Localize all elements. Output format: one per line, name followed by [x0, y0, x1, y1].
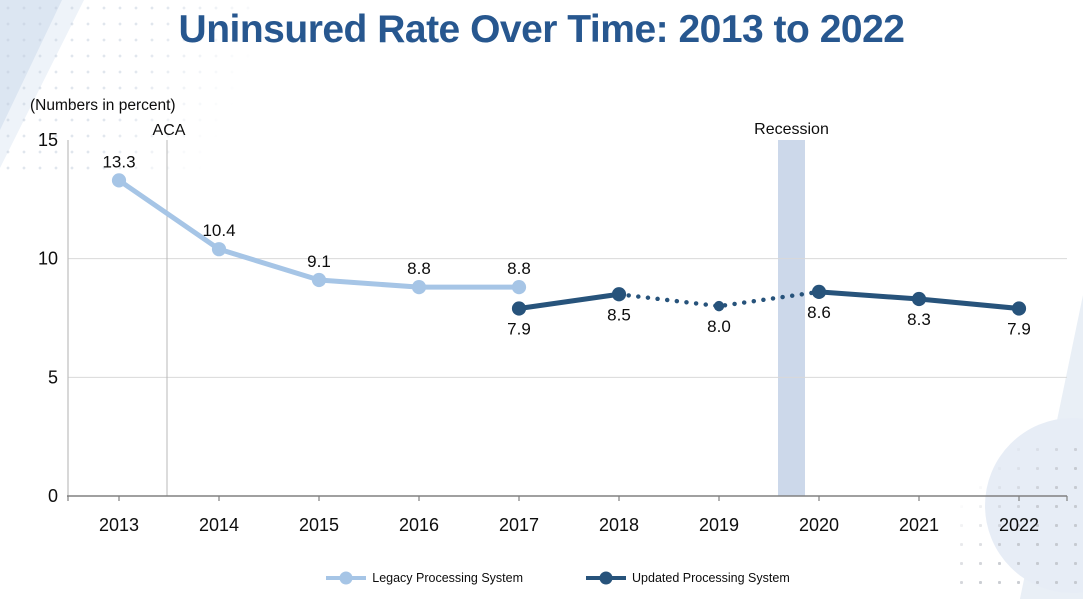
- x-axis-label: 2022: [999, 515, 1039, 535]
- legend-item-1: Updated Processing System: [585, 571, 790, 585]
- data-label: 10.4: [202, 221, 235, 240]
- chart-title: Uninsured Rate Over Time: 2013 to 2022: [178, 8, 905, 51]
- x-axis-label: 2017: [499, 515, 539, 535]
- data-label: 8.8: [507, 259, 531, 278]
- x-axis-label: 2016: [399, 515, 439, 535]
- data-point-marker: [511, 280, 527, 295]
- legend-marker-icon: [586, 571, 627, 585]
- x-axis-label: 2013: [99, 515, 139, 535]
- recession-label: Recession: [754, 121, 829, 138]
- data-point-marker: [411, 280, 427, 295]
- data-label: 8.8: [407, 259, 431, 278]
- x-axis-label: 2014: [199, 515, 239, 535]
- series-line-solid: [116, 177, 522, 290]
- y-axis-label: 0: [48, 486, 58, 506]
- data-label: 8.6: [807, 303, 831, 322]
- y-axis-label: 15: [38, 130, 58, 150]
- data-label: 13.3: [102, 152, 135, 171]
- data-label: 7.9: [507, 320, 531, 339]
- data-point-marker: [911, 291, 927, 307]
- y-axis-label: 5: [48, 367, 58, 387]
- y-axis-label: 10: [38, 249, 58, 269]
- data-point-marker: [811, 284, 827, 299]
- legend-label: Legacy Processing System: [372, 571, 524, 585]
- legend-label: Updated Processing System: [632, 571, 790, 585]
- chart-subtitle: (Numbers in percent): [30, 97, 176, 114]
- data-point-marker: [611, 287, 627, 302]
- x-axis-label: 2021: [899, 515, 939, 535]
- data-point-marker: [311, 272, 327, 288]
- aca-label: ACA: [153, 122, 186, 139]
- x-axis-label: 2015: [299, 515, 339, 535]
- data-label: 8.3: [907, 310, 931, 329]
- x-axis-label: 2020: [799, 515, 839, 535]
- data-point-marker: [713, 300, 725, 312]
- x-axis-label: 2018: [599, 515, 639, 535]
- data-point-marker: [111, 173, 127, 188]
- series-line-solid: [516, 291, 622, 312]
- data-label: 9.1: [307, 252, 331, 271]
- recession-band: [778, 140, 805, 496]
- x-axis-label: 2019: [699, 515, 739, 535]
- data-label: 7.9: [1007, 320, 1031, 339]
- data-label: 8.5: [607, 305, 631, 324]
- data-point-marker: [1011, 301, 1027, 316]
- legend-item-0: Legacy Processing System: [325, 571, 523, 585]
- data-point-marker: [511, 301, 527, 316]
- data-label: 8.0: [707, 317, 731, 336]
- legend-marker-icon: [326, 571, 367, 585]
- data-point-marker: [211, 242, 227, 257]
- chart-legend: Legacy Processing System Updated Processi…: [16, 571, 1083, 585]
